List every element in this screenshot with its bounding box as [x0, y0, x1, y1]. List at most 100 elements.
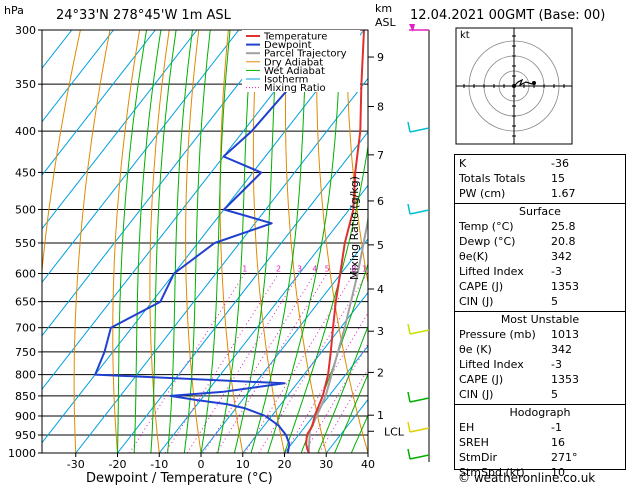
index-row: Totals Totals 15 [459, 172, 621, 186]
asl-label: ASL [375, 16, 396, 29]
pressure-tick-label: 400 [15, 125, 36, 138]
index-value: 5 [551, 388, 558, 401]
index-key: Pressure (mb) [459, 328, 536, 341]
index-value: 1.67 [551, 187, 576, 200]
section-divider [455, 203, 625, 204]
mixing-ratio-label: 1 [242, 265, 247, 274]
dry-adiabat-line [376, 30, 451, 453]
index-key: Dewp (°C) [459, 235, 516, 248]
pressure-tick-label: 450 [15, 166, 36, 179]
index-row: θe(K) 342 [459, 250, 621, 264]
index-key: CAPE (J) [459, 280, 504, 293]
pressure-tick-label: 650 [15, 296, 36, 309]
wind-profile [407, 24, 430, 462]
index-value: 342 [551, 250, 572, 263]
pressure-tick-label: 500 [15, 203, 36, 216]
hodograph [455, 27, 573, 145]
temperature-tick-label: 20 [278, 458, 292, 471]
index-value: 15 [551, 172, 565, 185]
pressure-tick-label: 950 [15, 429, 36, 442]
location-title: 24°33'N 278°45'W 1m ASL [56, 8, 231, 23]
isotherm-line [242, 291, 368, 453]
isotherm-line [42, 30, 198, 230]
index-row: CIN (J) 5 [459, 388, 621, 402]
index-row: PW (cm) 1.67 [459, 187, 621, 201]
dry-adiabat-line [185, 30, 202, 453]
temperature-tick-label: 30 [319, 458, 333, 471]
copyright: © weatheronline.co.uk [458, 471, 596, 485]
mixing-ratio-label: 15 [387, 265, 397, 274]
mixing-ratio-label: 20 [405, 265, 415, 274]
temperature-tick-label: -10 [150, 458, 168, 471]
indices-panel: K -36 Totals Totals 15 PW (cm) 1.67 Surface Tem… [454, 154, 626, 479]
index-value: -1 [551, 421, 562, 434]
pressure-tick-label: 1000 [8, 447, 36, 460]
temperature-tick-label: 10 [236, 458, 250, 471]
mixing-ratio-line [284, 311, 368, 453]
wind-barb [407, 448, 430, 460]
km-tick-label: 1 [377, 409, 384, 422]
wind-barb [407, 391, 430, 403]
wet-adiabat-line [167, 30, 193, 453]
legend-label: Wet Adiabat [264, 66, 325, 77]
section-title: Most Unstable [500, 313, 580, 326]
index-row: Temp (°C) 25.8 [459, 220, 621, 234]
index-key: Totals Totals [459, 172, 526, 185]
dewpoint-line [94, 30, 331, 453]
isotherm-line [75, 77, 368, 453]
wet-adiabat-line [183, 30, 211, 453]
index-value: -3 [551, 358, 562, 371]
plot-frame [41, 29, 369, 454]
index-value: -36 [551, 157, 569, 170]
km-tick-label: 4 [377, 283, 384, 296]
km-tick-label: 2 [377, 366, 384, 379]
wet-adiabat-line [250, 30, 308, 453]
index-row: SREH 16 [459, 436, 621, 450]
wind-barb [407, 323, 430, 335]
dry-adiabat-line [316, 30, 368, 453]
pressure-tick-label: 350 [15, 78, 36, 91]
index-row: CAPE (J) 1353 [459, 373, 621, 387]
lcl-label: LCL [384, 425, 405, 438]
index-key: StmDir [459, 451, 498, 464]
mixing-ratio-line [258, 273, 368, 453]
isotherm-line [158, 184, 368, 453]
wet-adiabat-line [284, 143, 368, 453]
wind-barb [407, 203, 430, 215]
wet-adiabat-line [217, 30, 253, 453]
index-key: CIN (J) [459, 295, 494, 308]
index-value: 16 [551, 436, 565, 449]
isotherm-line [42, 30, 114, 123]
plot-area: 1 2 3 4 5 8 10 15 20 25 [42, 30, 451, 453]
mixing-ratio-label: 5 [325, 265, 330, 274]
index-value: -3 [551, 265, 562, 278]
index-row: StmSpd (kt) 10 [459, 466, 621, 480]
wet-adiabat-line [317, 325, 368, 453]
index-value: 342 [551, 343, 572, 356]
index-value: 5 [551, 295, 558, 308]
index-value: 25.8 [551, 220, 576, 233]
pressure-tick-label: 850 [15, 390, 36, 403]
mixing-ratio-label: 4 [312, 265, 317, 274]
section-divider [455, 311, 625, 312]
wet-adiabat-line [200, 30, 231, 453]
index-value: 1353 [551, 373, 579, 386]
legend-label: Isotherm [264, 75, 308, 86]
dry-adiabat-line [112, 30, 141, 453]
index-key: Lifted Index [459, 265, 524, 278]
hpa-label: hPa [4, 4, 24, 17]
pressure-tick-label: 600 [15, 268, 36, 281]
wet-adiabat-line [133, 30, 162, 453]
isotherm-line [42, 30, 156, 176]
pressure-tick-label: 550 [15, 237, 36, 250]
index-key: Temp (°C) [459, 220, 514, 233]
datetime-title: 12.04.2021 00GMT (Base: 00) [410, 8, 606, 23]
mixing-ratio-line [216, 273, 328, 453]
index-key: PW (cm) [459, 187, 506, 200]
wind-barb [407, 421, 430, 433]
dry-adiabat-line [285, 30, 327, 453]
index-value: 1013 [551, 328, 579, 341]
mixing-ratio-axis-label: Mixing Ratio (g/kg) [348, 176, 361, 280]
mixing-ratio-label: 25 [419, 265, 429, 274]
